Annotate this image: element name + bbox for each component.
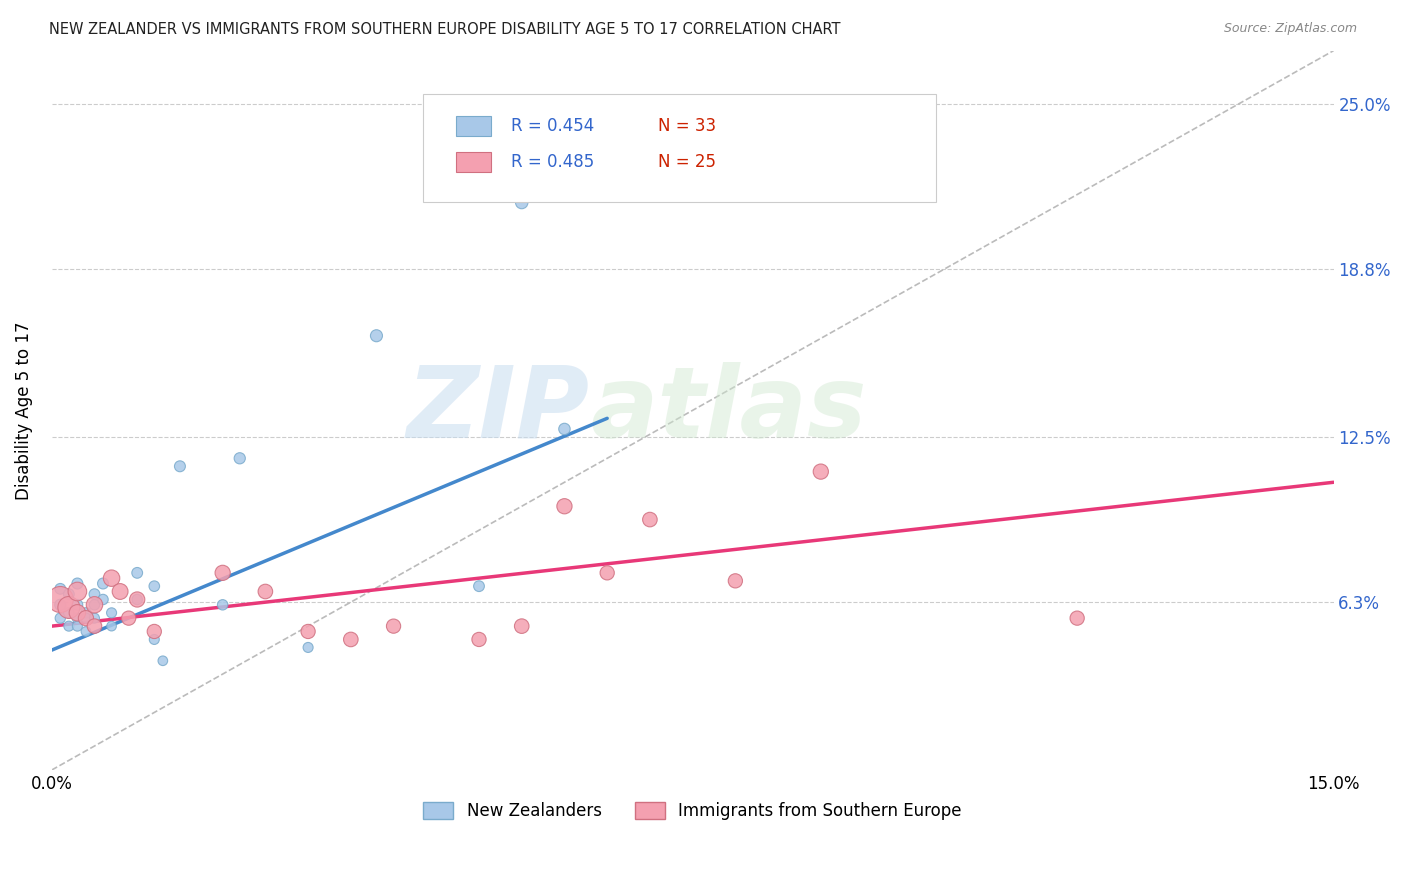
Point <box>724 574 747 588</box>
Point <box>468 579 491 593</box>
Point <box>810 465 832 479</box>
Point <box>75 606 97 620</box>
Point <box>49 582 72 596</box>
Point <box>75 624 97 639</box>
Point <box>297 640 319 655</box>
Point <box>91 592 114 607</box>
Point <box>382 619 405 633</box>
FancyBboxPatch shape <box>456 153 491 172</box>
FancyBboxPatch shape <box>423 94 936 202</box>
Point <box>83 611 105 625</box>
Point <box>152 654 174 668</box>
Point <box>211 566 233 580</box>
Point <box>1066 611 1088 625</box>
Point <box>143 579 166 593</box>
Point <box>127 592 149 607</box>
Point <box>366 328 388 343</box>
Text: Source: ZipAtlas.com: Source: ZipAtlas.com <box>1223 22 1357 36</box>
Point <box>49 598 72 612</box>
Point <box>510 195 533 210</box>
Point <box>100 606 122 620</box>
Point <box>108 584 131 599</box>
Text: N = 33: N = 33 <box>658 117 716 136</box>
Text: R = 0.485: R = 0.485 <box>510 153 593 171</box>
Legend: New Zealanders, Immigrants from Southern Europe: New Zealanders, Immigrants from Southern… <box>416 795 969 826</box>
Point <box>75 611 97 625</box>
Point <box>66 598 89 612</box>
Point <box>75 611 97 625</box>
Point <box>169 459 191 474</box>
Point <box>211 598 233 612</box>
Point <box>297 624 319 639</box>
Point <box>83 587 105 601</box>
Point <box>553 422 575 436</box>
Point <box>510 619 533 633</box>
Point <box>58 619 80 633</box>
Point <box>58 606 80 620</box>
Point <box>340 632 363 647</box>
Point <box>229 451 252 466</box>
Point <box>100 571 122 585</box>
Point <box>58 587 80 601</box>
Text: N = 25: N = 25 <box>658 153 716 171</box>
FancyBboxPatch shape <box>456 116 491 136</box>
Y-axis label: Disability Age 5 to 17: Disability Age 5 to 17 <box>15 321 32 500</box>
Point <box>66 606 89 620</box>
Point <box>91 576 114 591</box>
Text: R = 0.454: R = 0.454 <box>510 117 593 136</box>
Point <box>596 566 619 580</box>
Point <box>66 576 89 591</box>
Point <box>66 611 89 625</box>
Point <box>58 600 80 615</box>
Point <box>143 624 166 639</box>
Point <box>83 619 105 633</box>
Point <box>638 512 661 526</box>
Point <box>553 500 575 514</box>
Point <box>49 592 72 607</box>
Text: atlas: atlas <box>591 362 866 458</box>
Point <box>468 632 491 647</box>
Text: ZIP: ZIP <box>408 362 591 458</box>
Point <box>118 611 141 625</box>
Text: NEW ZEALANDER VS IMMIGRANTS FROM SOUTHERN EUROPE DISABILITY AGE 5 TO 17 CORRELAT: NEW ZEALANDER VS IMMIGRANTS FROM SOUTHER… <box>49 22 841 37</box>
Point <box>49 611 72 625</box>
Point <box>66 619 89 633</box>
Point <box>83 598 105 612</box>
Point <box>127 566 149 580</box>
Point <box>127 592 149 607</box>
Point <box>100 619 122 633</box>
Point <box>143 632 166 647</box>
Point <box>83 598 105 612</box>
Point <box>66 584 89 599</box>
Point <box>254 584 277 599</box>
